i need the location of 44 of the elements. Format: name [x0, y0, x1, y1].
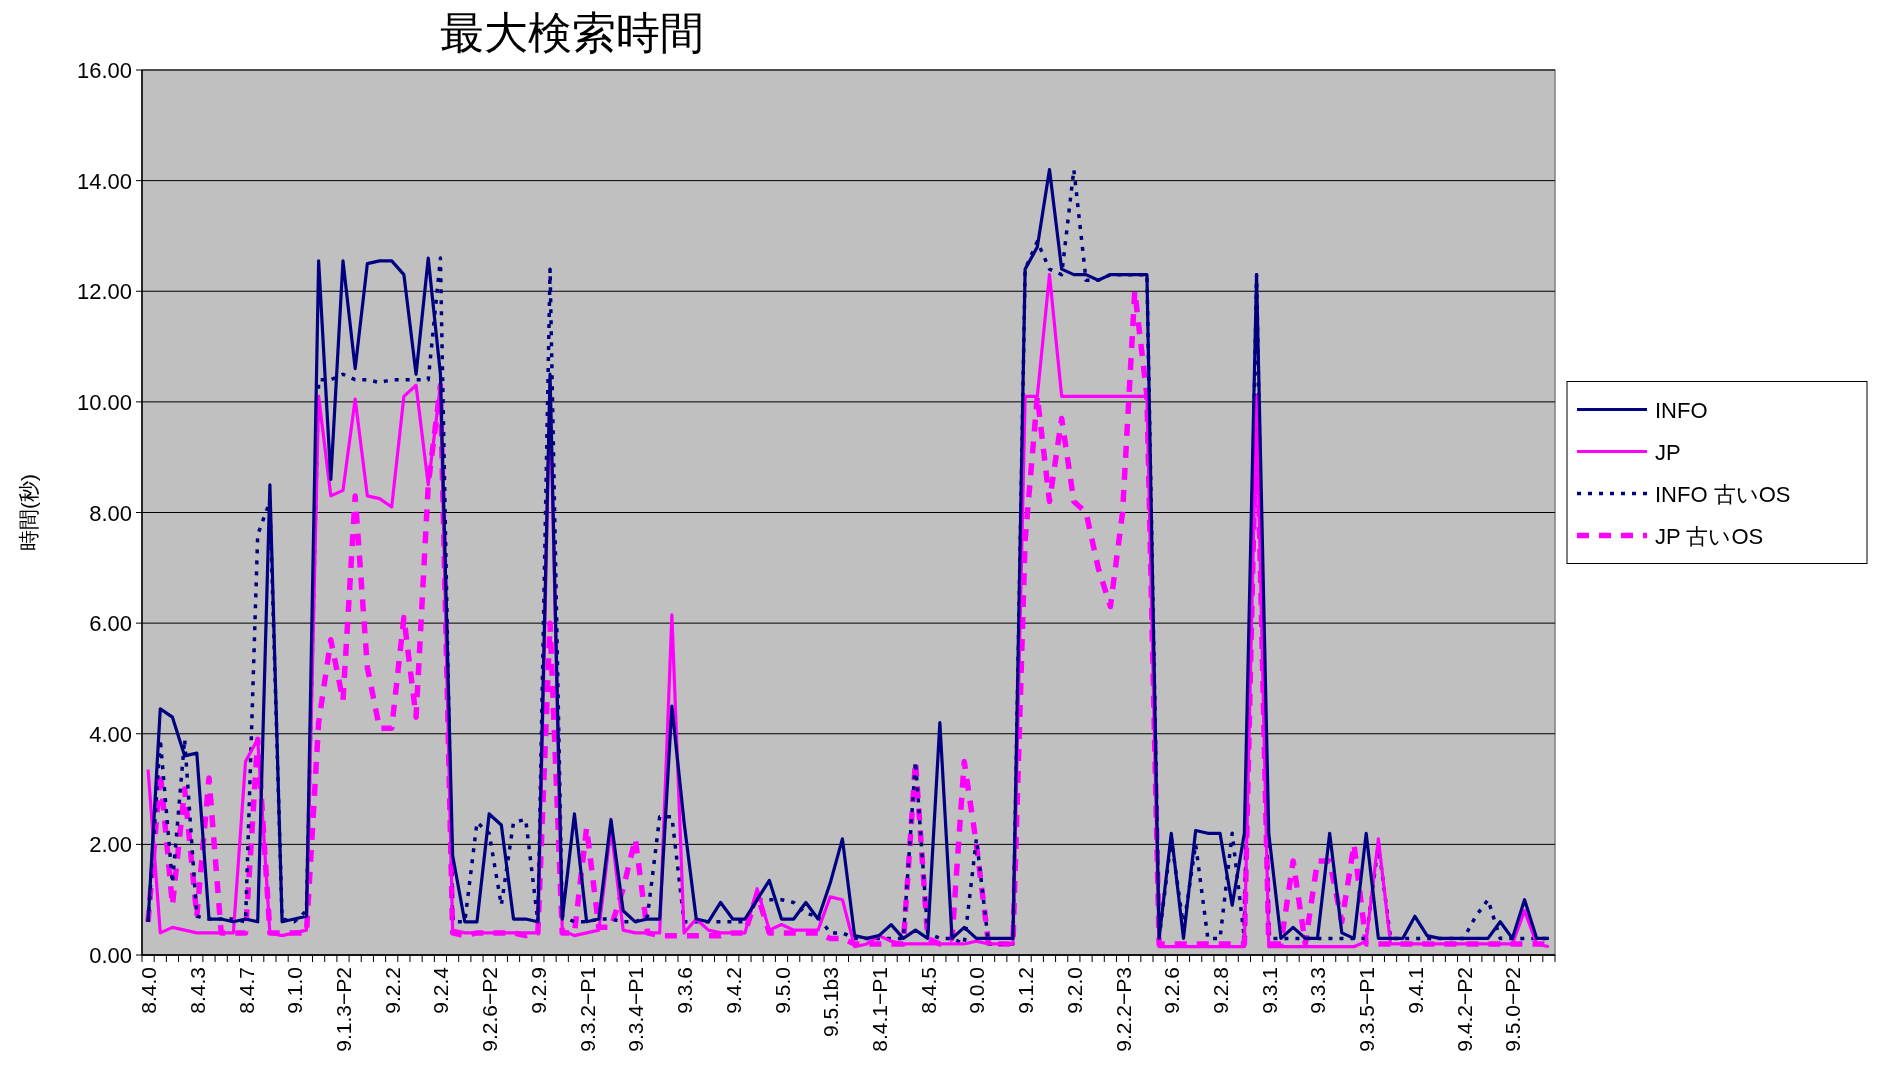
- x-tick-label: 9.2.2: [380, 967, 404, 1014]
- x-tick-label: 9.2.4: [429, 966, 453, 1014]
- y-tick-label: 10.00: [76, 389, 132, 415]
- x-tick-label: 8.4.7: [234, 967, 258, 1014]
- x-tick-label: 8.4.0: [137, 967, 161, 1014]
- y-tick-label: 2.00: [89, 832, 132, 858]
- x-tick-label: 9.1.0: [283, 967, 307, 1014]
- x-tick-label: 8.4.3: [185, 967, 209, 1014]
- y-tick-label: 14.00: [76, 168, 132, 194]
- x-tick-label: 9.4.2−P2: [1452, 967, 1476, 1052]
- y-tick-label: 8.00: [89, 500, 132, 526]
- y-axis-title: 時間(秒): [17, 474, 40, 551]
- legend-label: JP: [1655, 439, 1681, 465]
- y-tick-label: 4.00: [89, 721, 132, 747]
- x-tick-label: 9.1.2: [1014, 967, 1038, 1014]
- x-tick-label: 9.2.8: [1209, 967, 1233, 1014]
- x-tick-label: 9.3.1: [1257, 967, 1281, 1014]
- legend-label: JP 古いOS: [1655, 523, 1764, 549]
- y-tick-label: 16.00: [76, 58, 132, 83]
- legend-label: INFO: [1655, 397, 1708, 423]
- x-tick-label: 9.3.4−P1: [624, 967, 648, 1052]
- x-tick-label: 9.5.0: [770, 967, 794, 1014]
- x-tick-label: 9.4.2: [721, 967, 745, 1014]
- x-tick-label: 9.2.2−P3: [1111, 967, 1135, 1052]
- x-tick-label: 9.3.3: [1306, 967, 1330, 1014]
- x-tick-label: 9.3.5−P1: [1355, 967, 1379, 1052]
- chart-title: 最大検索時間: [440, 8, 704, 57]
- x-tick-label: 9.2.9: [526, 967, 550, 1014]
- x-tick-label: 9.2.6: [1160, 967, 1184, 1014]
- legend-label: INFO 古いOS: [1655, 481, 1791, 507]
- x-tick-label: 8.4.5: [916, 967, 940, 1014]
- x-tick-label: 8.4.1−P1: [867, 967, 891, 1052]
- x-tick-label: 9.3.6: [673, 967, 697, 1014]
- y-tick-label: 12.00: [76, 279, 132, 305]
- y-tick-label: 6.00: [89, 611, 132, 637]
- x-tick-label: 9.2.6−P2: [478, 967, 502, 1052]
- y-tick-label: 0.00: [89, 943, 132, 968]
- x-tick-label: 9.1.3−P2: [331, 967, 355, 1052]
- x-tick-label: 9.2.0: [1062, 967, 1086, 1014]
- x-tick-label: 9.0.0: [965, 967, 989, 1014]
- x-tick-label: 9.3.2−P1: [575, 967, 599, 1052]
- x-tick-label: 9.4.1: [1403, 967, 1427, 1014]
- x-tick-label: 9.5.1b3: [819, 967, 843, 1038]
- x-tick-label: 9.5.0−P2: [1501, 967, 1525, 1052]
